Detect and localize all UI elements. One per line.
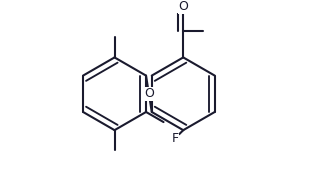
Text: O: O (178, 0, 188, 13)
Text: F: F (172, 132, 179, 145)
Text: O: O (144, 87, 154, 100)
